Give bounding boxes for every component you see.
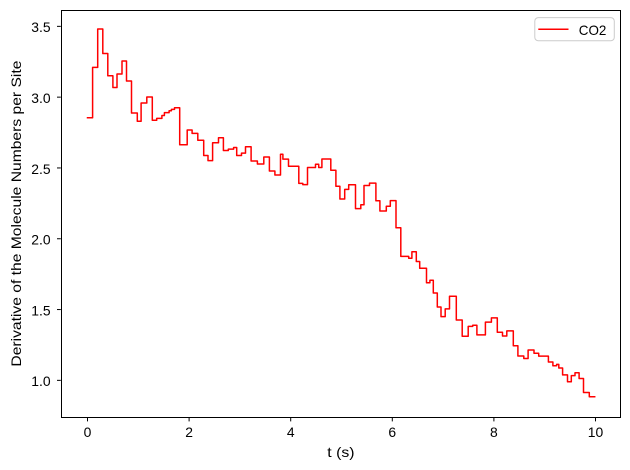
svg-text:4: 4: [287, 424, 295, 440]
svg-text:1.0: 1.0: [31, 373, 51, 389]
svg-text:Derivative of the Molecule Num: Derivative of the Molecule Numbers per S…: [8, 60, 24, 366]
svg-text:6: 6: [388, 424, 396, 440]
svg-text:2.0: 2.0: [31, 232, 51, 248]
svg-text:8: 8: [490, 424, 498, 440]
svg-text:2.5: 2.5: [31, 161, 51, 177]
svg-text:10: 10: [588, 424, 604, 440]
svg-text:CO2: CO2: [579, 22, 607, 38]
svg-text:2: 2: [185, 424, 193, 440]
svg-text:t (s): t (s): [327, 444, 354, 460]
svg-text:3.0: 3.0: [31, 90, 51, 106]
svg-text:1.5: 1.5: [31, 302, 51, 318]
svg-text:3.5: 3.5: [31, 19, 51, 35]
svg-text:0: 0: [84, 424, 92, 440]
